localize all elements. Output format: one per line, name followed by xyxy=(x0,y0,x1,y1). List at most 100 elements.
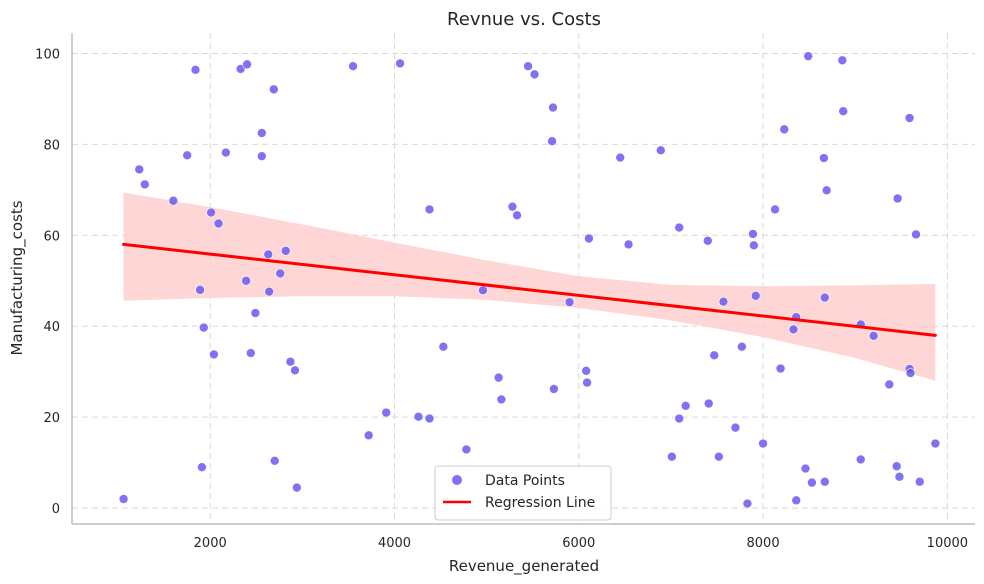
data-point xyxy=(748,229,758,239)
data-point xyxy=(168,195,179,206)
data-point xyxy=(892,193,903,204)
data-point xyxy=(718,296,729,307)
data-point xyxy=(496,394,507,405)
x-tick-label: 8000 xyxy=(747,536,780,551)
data-point xyxy=(182,150,192,161)
data-point xyxy=(290,365,300,376)
data-point xyxy=(680,400,691,411)
data-point xyxy=(709,350,720,361)
regression-line xyxy=(122,242,937,337)
data-point xyxy=(904,113,915,123)
data-point xyxy=(523,61,533,71)
y-tick-label: 80 xyxy=(43,138,60,153)
data-point xyxy=(837,55,848,66)
data-point xyxy=(529,69,540,80)
data-point xyxy=(242,59,252,70)
data-point xyxy=(548,102,558,113)
data-point xyxy=(118,494,129,504)
chart-title: Revnue vs. Costs xyxy=(447,9,601,30)
data-point xyxy=(195,285,205,295)
data-points-layer xyxy=(118,51,941,509)
confidence-band xyxy=(123,192,936,381)
data-point xyxy=(209,349,219,360)
data-point xyxy=(221,147,231,158)
data-point xyxy=(703,398,714,409)
data-point xyxy=(730,422,741,433)
legend: Data Points Regression Line xyxy=(434,465,612,521)
tick-labels: 2000 4000 6000 8000 10000 0 20 40 60 80 100 xyxy=(35,47,968,551)
data-point xyxy=(930,438,941,449)
x-tick-label: 10000 xyxy=(927,536,968,551)
x-tick-label: 2000 xyxy=(194,536,227,551)
data-point xyxy=(737,341,747,352)
data-point xyxy=(758,438,768,449)
data-point xyxy=(134,164,145,175)
data-point xyxy=(855,454,866,465)
data-point xyxy=(702,235,713,246)
data-point xyxy=(742,498,753,509)
data-point xyxy=(257,151,267,162)
data-point xyxy=(750,290,761,301)
data-point xyxy=(674,413,685,424)
data-point xyxy=(714,451,724,462)
data-point xyxy=(198,322,209,333)
data-point xyxy=(770,204,780,215)
data-point xyxy=(803,51,814,61)
data-point xyxy=(775,363,786,374)
y-tick-label: 40 xyxy=(43,320,60,335)
data-point xyxy=(363,430,374,441)
legend-marker-data-points xyxy=(452,475,462,485)
data-point xyxy=(547,136,557,147)
data-point xyxy=(268,84,279,95)
data-point xyxy=(139,179,150,190)
data-point xyxy=(584,233,594,244)
legend-box xyxy=(434,465,612,521)
legend-label-regression-line: Regression Line xyxy=(485,495,595,511)
data-point xyxy=(213,218,224,229)
data-point xyxy=(779,124,790,135)
data-point xyxy=(280,245,291,256)
data-point xyxy=(257,128,267,138)
data-point xyxy=(905,368,916,378)
data-point xyxy=(615,152,626,163)
data-point xyxy=(549,384,559,394)
data-point xyxy=(749,240,759,251)
data-point xyxy=(674,222,685,233)
data-point xyxy=(791,495,802,506)
data-point xyxy=(478,285,488,296)
data-point xyxy=(250,308,261,318)
data-point xyxy=(275,268,286,279)
data-point xyxy=(285,356,296,367)
data-point xyxy=(820,292,830,303)
data-point xyxy=(655,145,666,156)
data-point xyxy=(348,61,358,71)
data-point xyxy=(381,407,392,418)
data-point xyxy=(891,461,902,472)
data-point xyxy=(821,185,832,196)
y-tick-label: 20 xyxy=(43,411,60,426)
data-point xyxy=(564,297,575,307)
data-point xyxy=(914,476,925,487)
x-tick-label: 6000 xyxy=(562,536,595,551)
data-point xyxy=(582,377,592,388)
x-tick-label: 4000 xyxy=(378,536,411,551)
data-point xyxy=(820,476,830,487)
data-point xyxy=(413,411,424,422)
data-point xyxy=(241,275,251,286)
data-point xyxy=(190,65,201,75)
confidence-band-layer xyxy=(123,192,936,381)
y-axis-label: Manufacturing_costs xyxy=(8,200,27,355)
legend-label-data-points: Data Points xyxy=(485,473,565,489)
y-tick-label: 60 xyxy=(43,229,60,244)
data-point xyxy=(911,229,921,240)
y-tick-label: 100 xyxy=(35,47,60,62)
data-point xyxy=(197,462,207,472)
data-point xyxy=(493,372,504,383)
data-point xyxy=(461,444,472,455)
data-point xyxy=(264,286,274,297)
data-point xyxy=(894,471,905,482)
data-point xyxy=(667,451,677,462)
data-point xyxy=(623,239,634,250)
